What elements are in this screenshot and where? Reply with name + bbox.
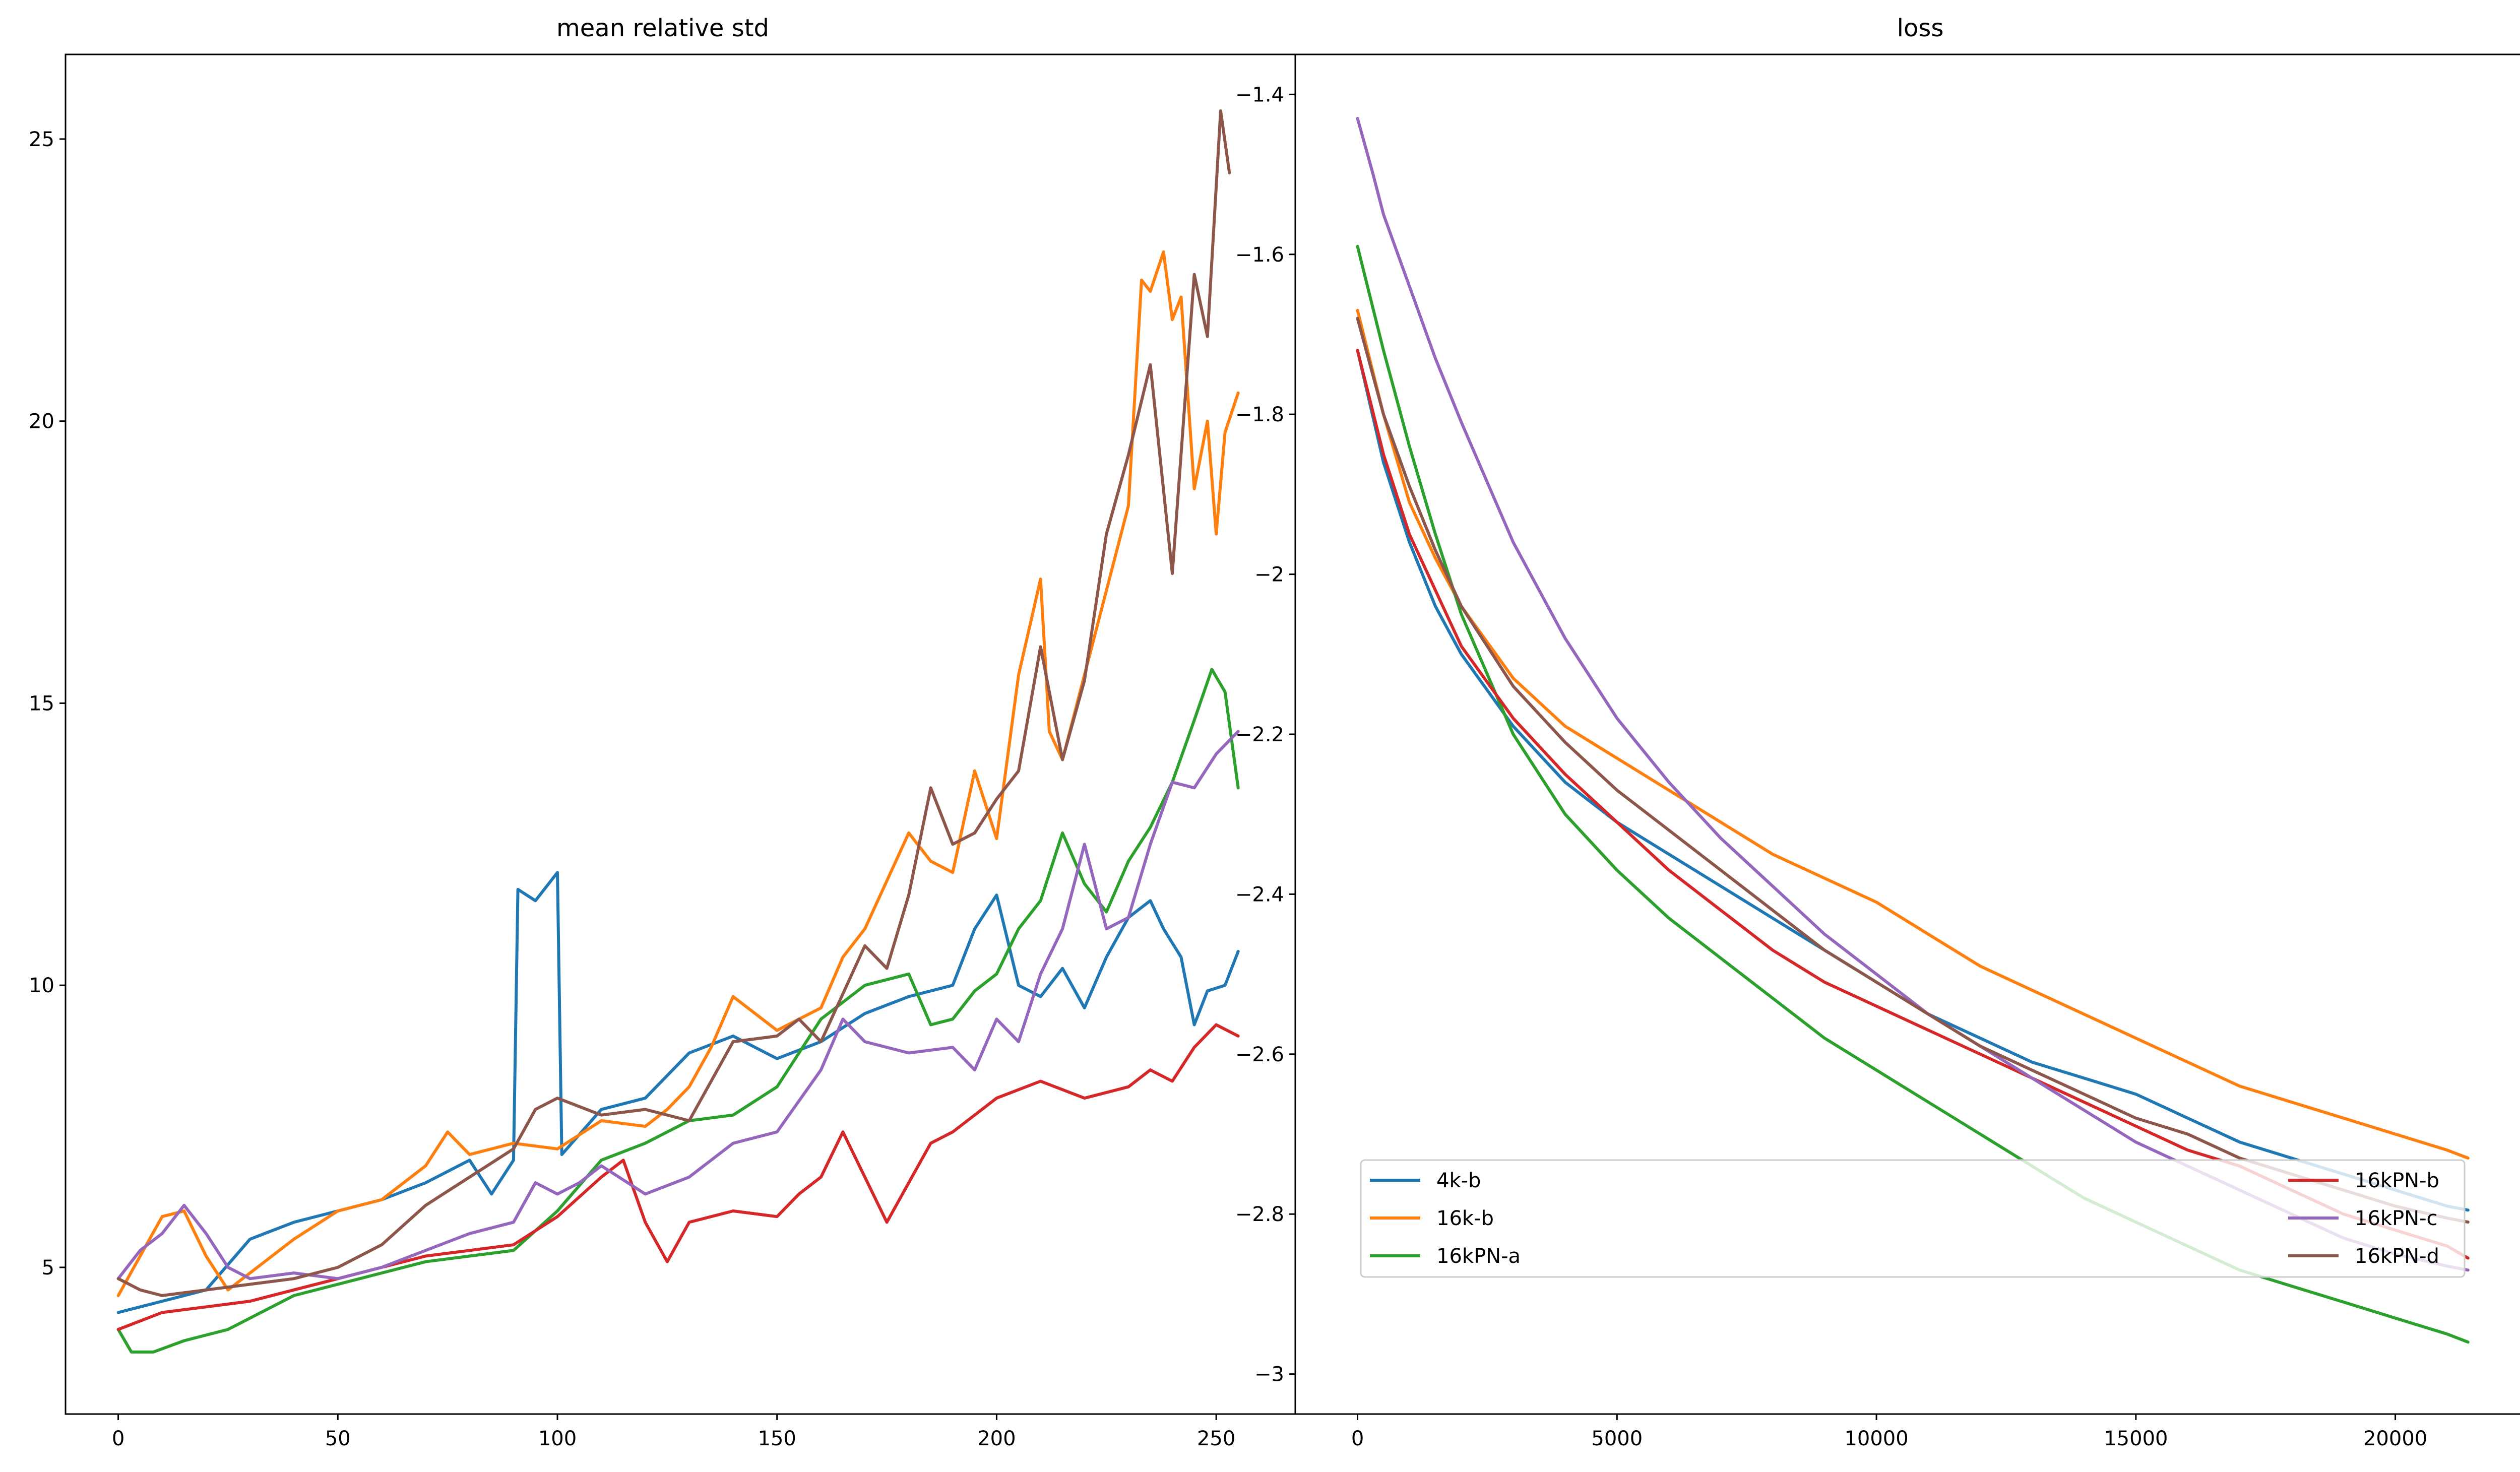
left-series-line-1 xyxy=(116,250,1240,1297)
legend: 4k-b 16k-b 16kPN-a 16kPN-b 16kPN-c 16kPN-d xyxy=(1360,1159,2466,1278)
right-panel: loss 0 5000 10000 15000 20000 −1.4 −1.6 −1.8 −2… xyxy=(1235,14,2520,1450)
left-series-group xyxy=(116,109,1240,1354)
left-plot-frame xyxy=(65,53,1296,1415)
left-x-tick-label-3: 150 xyxy=(758,1427,796,1450)
left-x-tick-label-5: 250 xyxy=(1197,1427,1235,1450)
right-x-tick-label-0: 0 xyxy=(1351,1427,1364,1450)
left-panel: mean relative std 0 50 100 150 200 250 5 10 15 2… xyxy=(29,14,1296,1450)
right-y-tick-label-4: −2.2 xyxy=(1235,723,1284,746)
left-series-line-0 xyxy=(116,871,1240,1314)
legend-label-0: 4k-b xyxy=(1436,1169,1481,1192)
right-y-tick-label-7: −2.8 xyxy=(1235,1203,1284,1226)
left-x-tick-label-1: 50 xyxy=(325,1427,351,1450)
right-series-group xyxy=(1356,117,2470,1344)
legend-label-1: 16k-b xyxy=(1436,1207,1494,1230)
right-series-line-3 xyxy=(1356,349,2470,1260)
right-y-tick-label-3: −2 xyxy=(1254,563,1284,587)
left-x-tick-label-2: 100 xyxy=(538,1427,577,1450)
legend-label-3: 16kPN-b xyxy=(2355,1169,2439,1192)
legend-label-4: 16kPN-c xyxy=(2355,1207,2438,1230)
right-series-line-2 xyxy=(1356,244,2470,1344)
left-y-tick-label-4: 25 xyxy=(29,128,54,151)
left-y-tick-label-0: 5 xyxy=(42,1256,54,1279)
right-series-line-4 xyxy=(1356,117,2470,1272)
right-x-tick-label-2: 10000 xyxy=(1844,1427,1908,1450)
right-series-line-1 xyxy=(1356,308,2470,1160)
left-x-tick-label-0: 0 xyxy=(112,1427,124,1450)
right-y-tick-label-5: −2.4 xyxy=(1235,883,1284,906)
legend-label-5: 16kPN-d xyxy=(2355,1245,2439,1268)
right-y-tick-label-1: −1.6 xyxy=(1235,243,1284,267)
right-y-tick-label-8: −3 xyxy=(1254,1363,1284,1386)
left-series-line-3 xyxy=(116,1023,1240,1331)
right-x-tick-label-4: 20000 xyxy=(2363,1427,2427,1450)
legend-box xyxy=(1360,1159,2466,1278)
right-chart-title: loss xyxy=(1897,14,1944,42)
right-x-tick-label-3: 15000 xyxy=(2104,1427,2168,1450)
right-series-line-5 xyxy=(1356,316,2470,1224)
left-series-line-4 xyxy=(116,730,1240,1281)
right-y-tick-label-2: −1.8 xyxy=(1235,403,1284,426)
right-y-axis: −1.4 −1.6 −1.8 −2 −2.2 −2.4 −2.6 −2.8 −3 xyxy=(1235,83,1295,1386)
left-x-tick-label-4: 200 xyxy=(977,1427,1016,1450)
right-series-line-0 xyxy=(1356,349,2470,1212)
left-series-line-5 xyxy=(116,109,1231,1297)
right-x-axis: 0 5000 10000 15000 20000 xyxy=(1351,1414,2427,1450)
left-y-axis: 5 10 15 20 25 xyxy=(29,128,66,1279)
left-y-tick-label-1: 10 xyxy=(29,974,54,997)
right-x-tick-label-1: 5000 xyxy=(1591,1427,1643,1450)
right-y-tick-label-6: −2.6 xyxy=(1235,1043,1284,1066)
left-x-axis: 0 50 100 150 200 250 xyxy=(112,1414,1235,1450)
legend-label-2: 16kPN-a xyxy=(1436,1245,1521,1268)
left-series-line-2 xyxy=(116,668,1240,1354)
left-chart-title: mean relative std xyxy=(556,14,769,42)
left-y-tick-label-3: 20 xyxy=(29,410,54,433)
left-y-tick-label-2: 15 xyxy=(29,692,54,715)
right-y-tick-label-0: −1.4 xyxy=(1235,83,1284,106)
right-plot-frame xyxy=(1294,53,2520,1415)
